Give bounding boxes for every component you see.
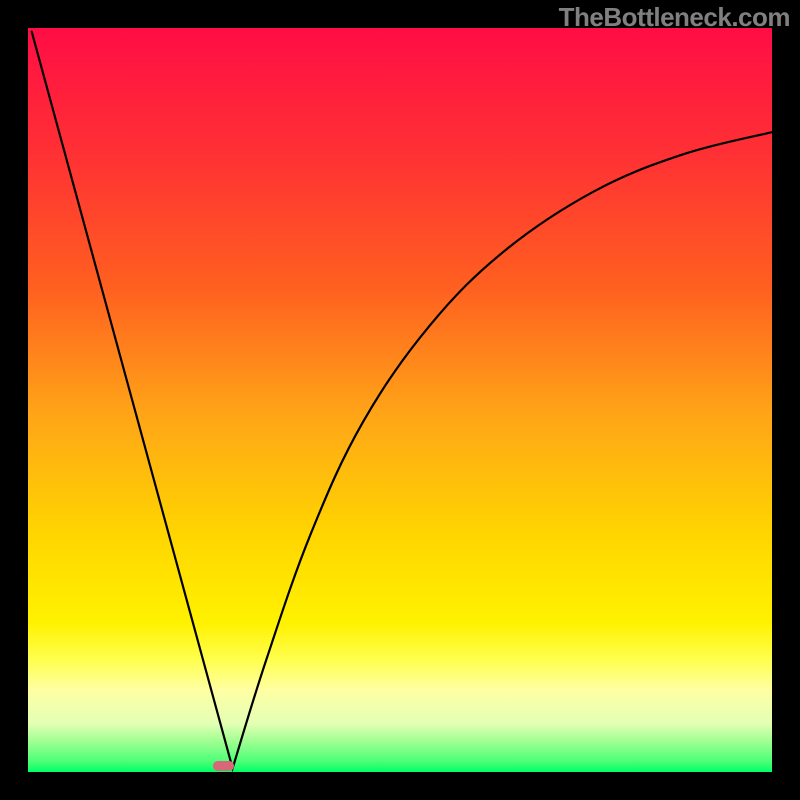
watermark-text: TheBottleneck.com: [559, 2, 790, 33]
gradient-background: [28, 28, 772, 772]
optimum-marker: [213, 761, 235, 771]
plot-area: [28, 28, 772, 772]
chart-container: TheBottleneck.com: [0, 0, 800, 800]
